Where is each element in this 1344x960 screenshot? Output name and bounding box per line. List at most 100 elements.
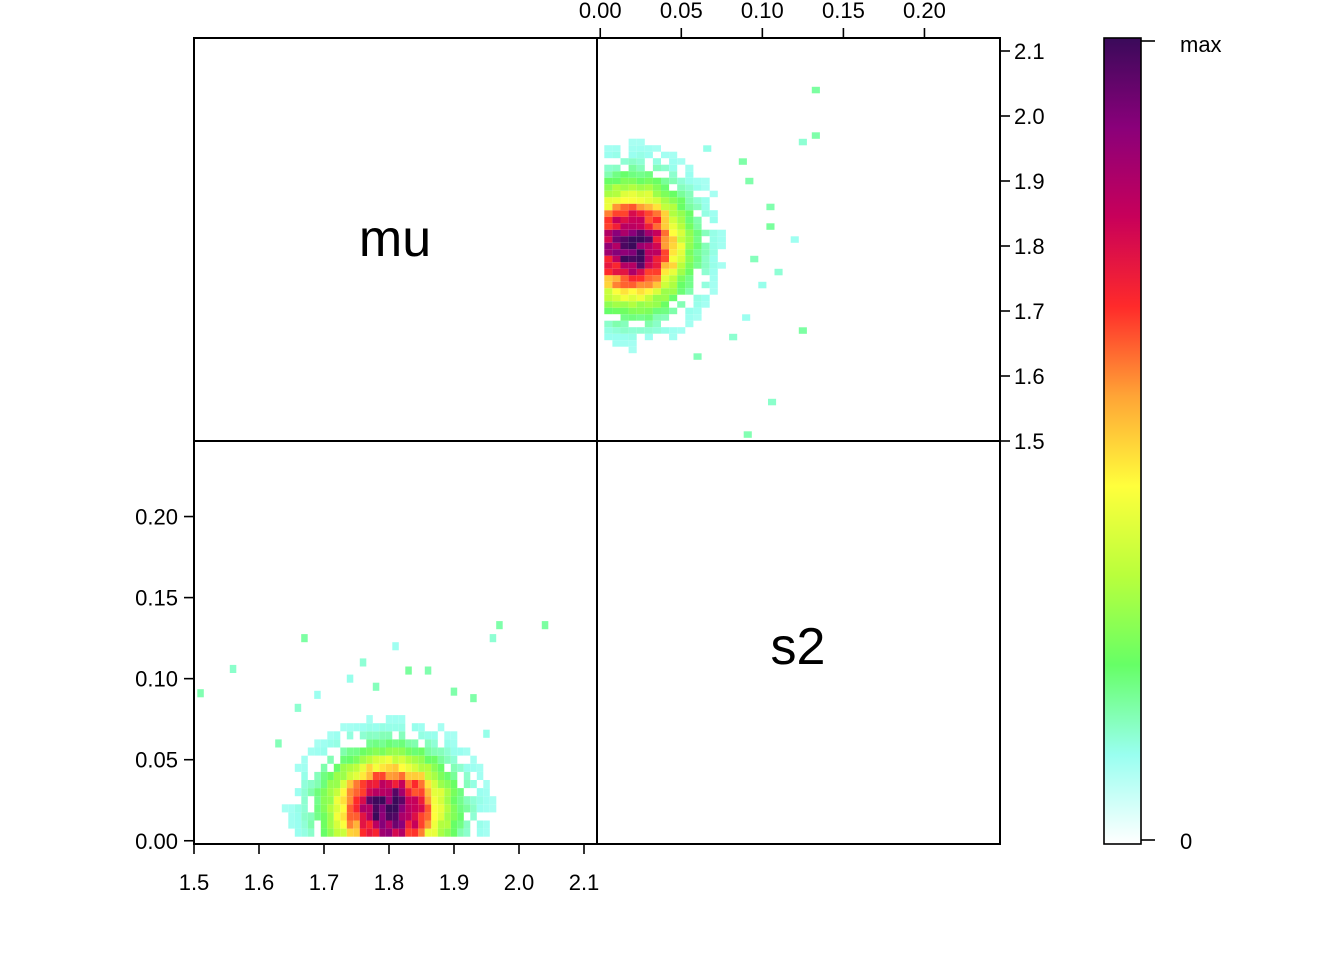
heatmap-cell (385, 739, 393, 748)
heatmap-cell (636, 190, 645, 198)
heatmap-cell (411, 804, 419, 813)
heatmap-cell (685, 275, 694, 282)
heatmap-cell (628, 333, 637, 341)
heatmap-cell (701, 184, 710, 191)
heatmap-cell (620, 249, 629, 256)
heatmap-cell (398, 820, 406, 829)
heatmap-cell (379, 780, 386, 789)
heatmap-cell (372, 723, 380, 732)
diagonal-label-s2: s2 (771, 618, 826, 676)
heatmap-cell (398, 780, 406, 789)
heatmap-cell (418, 828, 425, 837)
heatmap-cell (604, 210, 613, 217)
heatmap-cell (457, 747, 464, 756)
heatmap-cell (405, 812, 412, 821)
heatmap-cell (652, 307, 661, 315)
heatmap-cell (620, 294, 629, 302)
heatmap-cell (636, 307, 645, 315)
heatmap-cell (359, 828, 367, 837)
colorbar-label-min: 0 (1180, 829, 1192, 854)
heatmap-cell (628, 197, 637, 204)
heatmap-cell (340, 796, 347, 805)
heatmap-cell (709, 275, 718, 282)
heatmap-cell (709, 281, 718, 289)
heatmap-cell (661, 262, 670, 269)
heatmap-cell (346, 804, 354, 813)
heatmap-cell (661, 307, 670, 315)
heatmap-cell (450, 747, 458, 756)
heatmap-cell (798, 138, 807, 146)
heatmap-cell (398, 731, 406, 740)
heatmap-cell (612, 262, 621, 269)
heatmap-cell (612, 301, 621, 308)
heatmap-cell (424, 788, 432, 797)
heatmap-cell (359, 804, 367, 813)
heatmap-cell (463, 763, 471, 772)
heatmap-cell (450, 796, 458, 805)
heatmap-cell (661, 210, 670, 217)
heatmap-cell (314, 812, 321, 821)
heatmap-cell (385, 715, 393, 724)
heatmap-cell (346, 731, 354, 740)
heatmap-cell (314, 690, 321, 699)
heatmap-cell (669, 262, 678, 269)
heatmap-cell (366, 804, 373, 813)
heatmap-cell (294, 804, 302, 813)
heatmap-cell (431, 812, 438, 821)
heatmap-cell (620, 288, 629, 295)
heatmap-cell (392, 796, 399, 805)
heatmap-cell (314, 747, 321, 756)
heatmap-cell (644, 281, 653, 289)
heatmap-cell (652, 294, 661, 302)
heatmap-cell (693, 301, 702, 308)
heatmap-cell (463, 828, 471, 837)
heatmap-cell (636, 197, 645, 204)
heatmap-cell (604, 333, 613, 341)
heatmap-cell (677, 223, 686, 230)
heatmap-cell (476, 763, 484, 772)
heatmap-cell (392, 804, 399, 813)
heatmap-cell (661, 275, 670, 282)
heatmap-cell (661, 184, 670, 191)
heatmap-cell (418, 755, 425, 764)
heatmap-cell (411, 755, 419, 764)
heatmap-cell (604, 281, 613, 289)
heatmap-cell (366, 747, 373, 756)
heatmap-cell (379, 820, 386, 829)
heatmap-cell (644, 307, 653, 315)
heatmap-cell (444, 828, 451, 837)
heatmap-cell (652, 203, 661, 211)
heatmap-cell (636, 268, 645, 276)
heatmap-cell (652, 190, 661, 198)
heatmap-cell (628, 294, 637, 302)
heatmap-cell (644, 216, 653, 224)
heatmap-cell (628, 151, 637, 159)
heatmap-cell (450, 788, 458, 797)
heatmap-cell (333, 788, 341, 797)
heatmap-cell (628, 281, 637, 289)
heatmap-cell (437, 828, 445, 837)
heatmap-cell (450, 804, 458, 813)
heatmap-cell (359, 788, 367, 797)
heatmap-cell (636, 242, 645, 250)
heatmap-cell (366, 828, 373, 837)
heatmap-cell (693, 184, 702, 191)
heatmap-cell (307, 820, 315, 829)
heatmap-cell (644, 275, 653, 282)
heatmap-cell (612, 171, 621, 178)
heatmap-cell (604, 301, 613, 308)
heatmap-cell (275, 739, 282, 748)
tick-label: 1.9 (439, 870, 470, 895)
heatmap-cell (685, 190, 694, 198)
heatmap-cell (612, 223, 621, 230)
heatmap-cell (359, 796, 367, 805)
heatmap-cell (450, 687, 458, 696)
heatmap-cell (294, 763, 302, 772)
heatmap-cell (340, 763, 347, 772)
heatmap-cell (745, 177, 754, 185)
heatmap-cell (729, 333, 738, 341)
heatmap-cell (392, 642, 399, 651)
heatmap-cell (620, 242, 629, 250)
heatmap-cell (766, 223, 775, 230)
heatmap-cell (483, 788, 490, 797)
